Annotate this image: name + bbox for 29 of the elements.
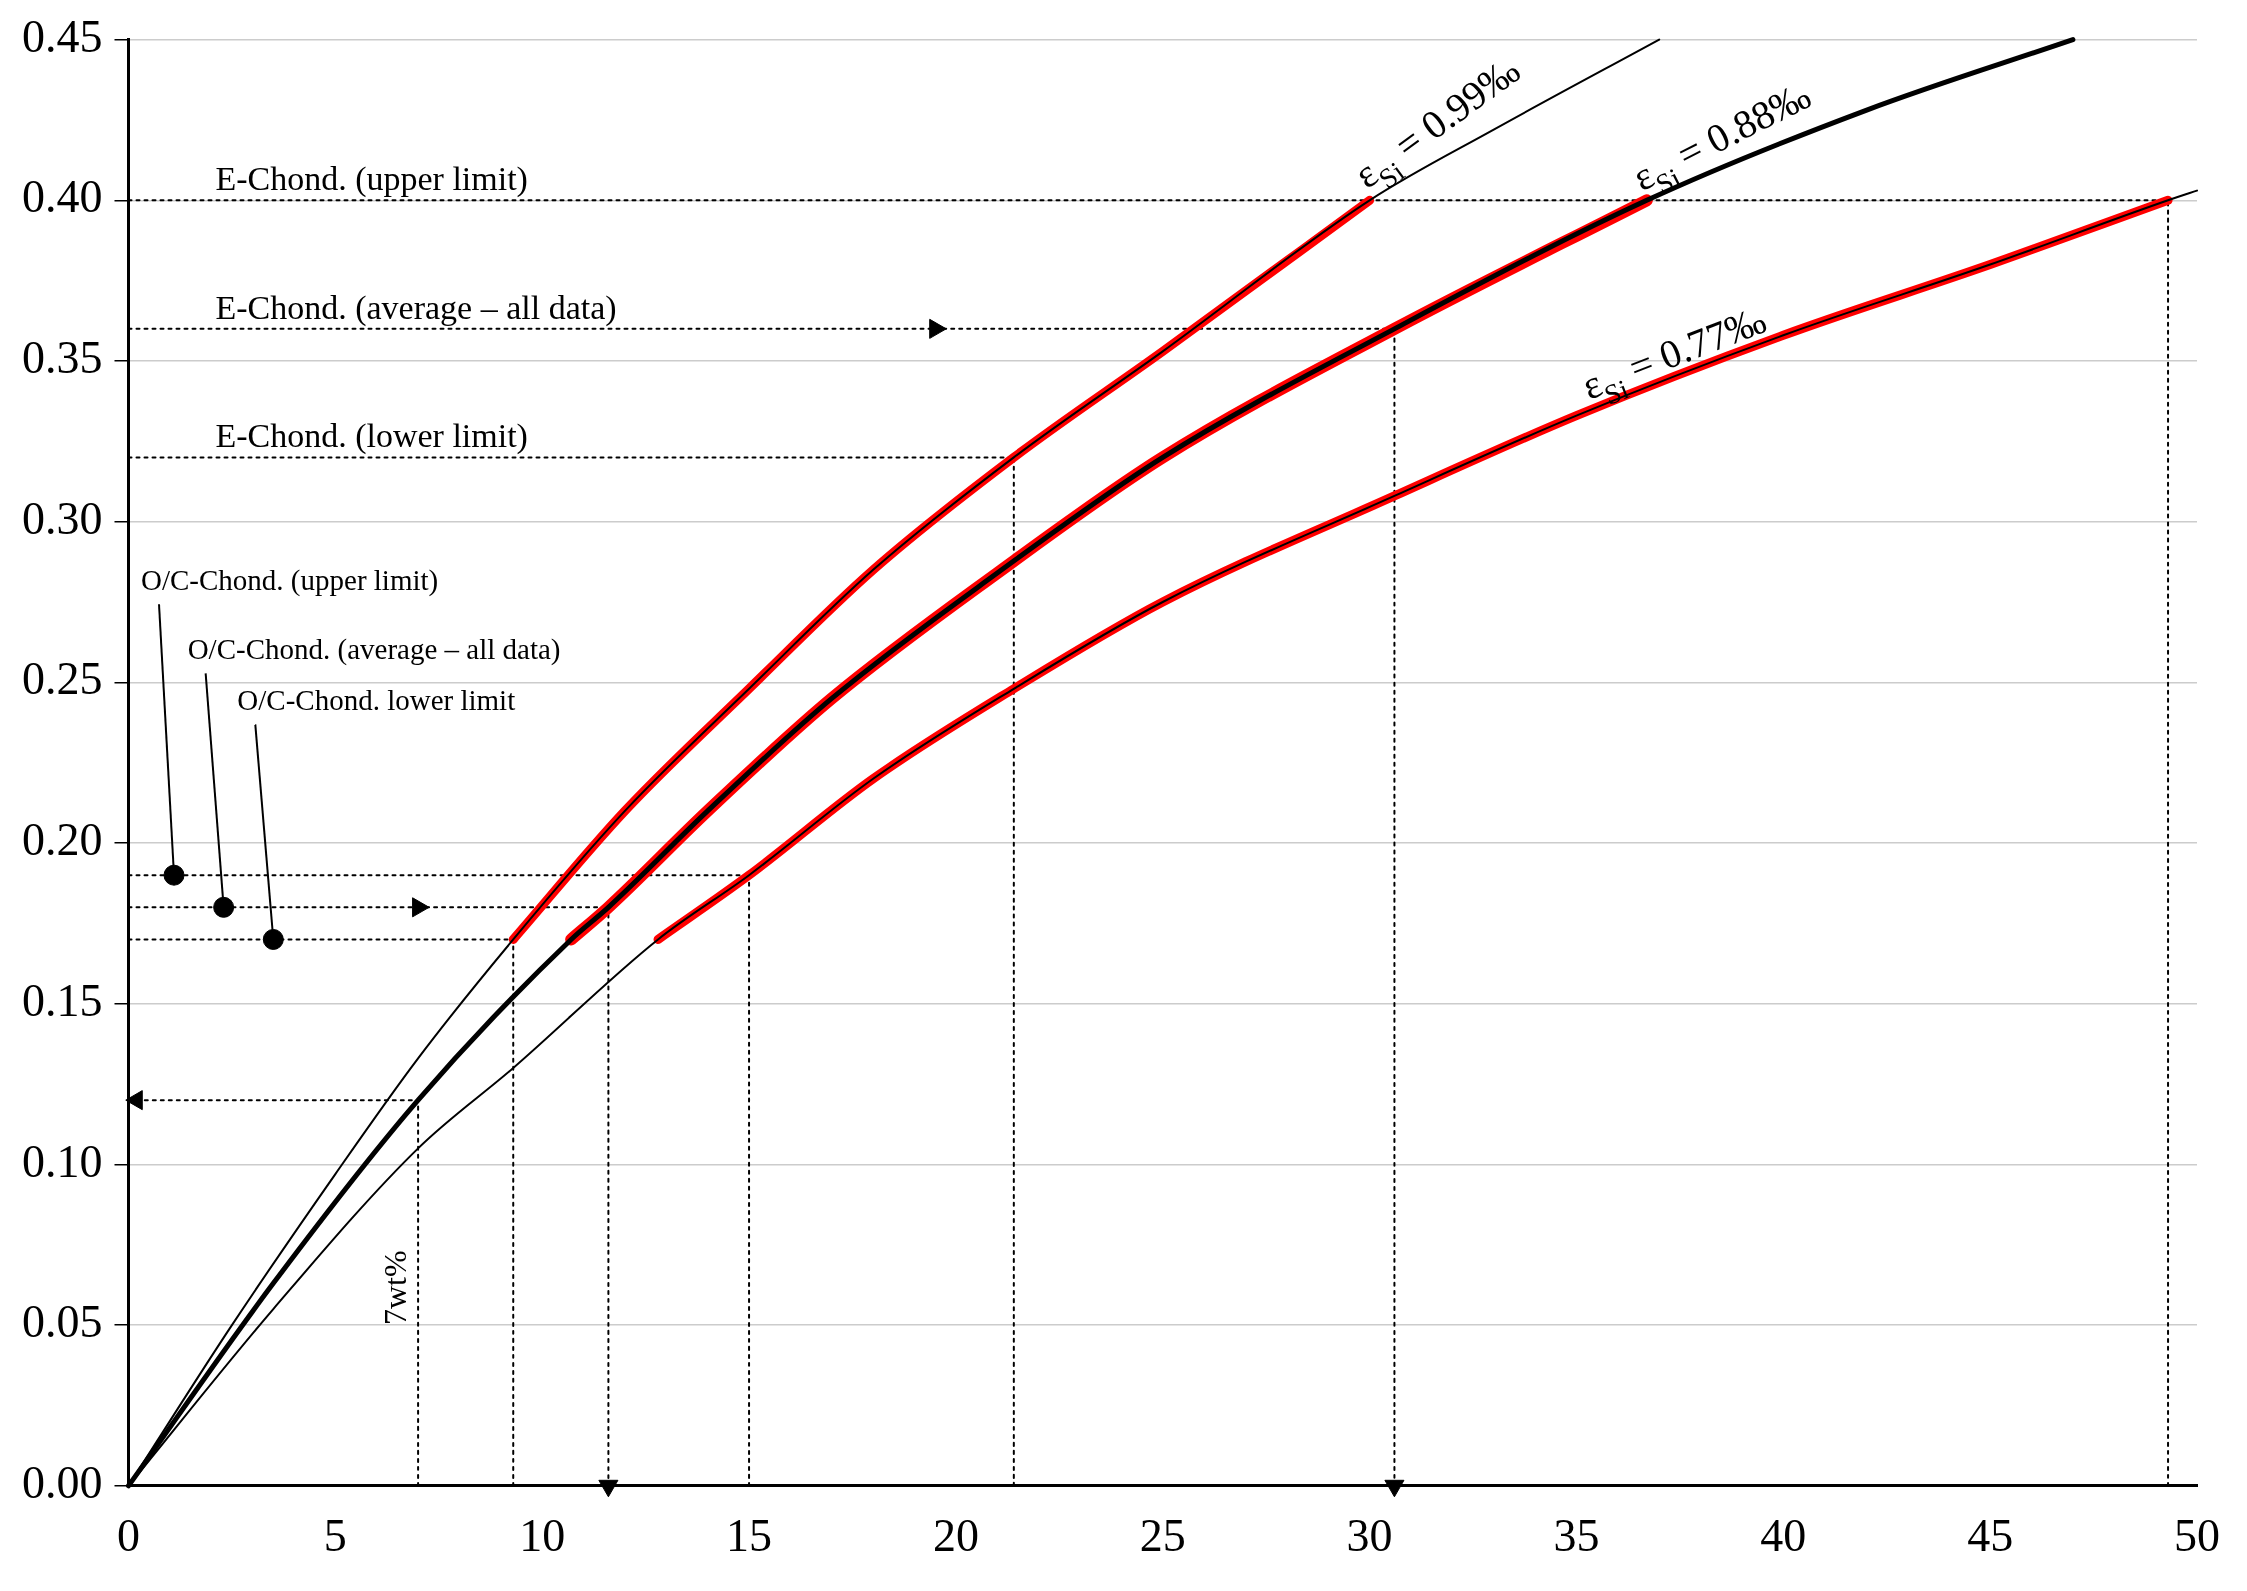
y-tick-label: 0.00 [22, 1456, 103, 1508]
text: εSi = 0.77‰ [1575, 296, 1772, 411]
annotation: O/C-Chond. lower limit [237, 684, 516, 717]
x-tick-label: 5 [323, 1510, 347, 1562]
x-tick-label: 50 [2174, 1510, 2220, 1562]
annotation: E-Chond. (lower limit) [215, 417, 528, 456]
x-tick-label: 0 [117, 1510, 140, 1562]
annotation: E-Chond. (upper limit) [215, 160, 528, 199]
y-tick-label: 0.45 [22, 10, 103, 62]
y-tick-label: 0.10 [22, 1135, 103, 1187]
y-tick-label: 0.15 [22, 974, 103, 1026]
annotation: 7wt% [377, 1250, 414, 1326]
x-tick-label: 20 [932, 1510, 979, 1562]
annotation: O/C-Chond. (average – all data) [187, 633, 561, 667]
y-tick-label: 0.20 [22, 814, 103, 866]
y-tick-label: 0.25 [22, 653, 103, 705]
x-tick-label: 35 [1553, 1510, 1600, 1562]
y-tick-label: 0.35 [22, 332, 103, 384]
x-tick-label: 30 [1346, 1510, 1393, 1562]
y-tick-label: 0.40 [22, 171, 103, 223]
y-tick-label: 0.30 [22, 492, 103, 544]
x-tick-label: 45 [1967, 1510, 2014, 1562]
annotation: E-Chond. (average – all data) [215, 288, 617, 327]
y-tick-label: 0.05 [22, 1296, 103, 1348]
x-tick-label: 15 [726, 1510, 773, 1562]
x-tick-label: 10 [519, 1510, 566, 1562]
annotation: O/C-Chond. (upper limit) [141, 564, 439, 598]
x-tick-label: 25 [1139, 1510, 1186, 1562]
x-tick-label: 40 [1760, 1510, 1807, 1562]
